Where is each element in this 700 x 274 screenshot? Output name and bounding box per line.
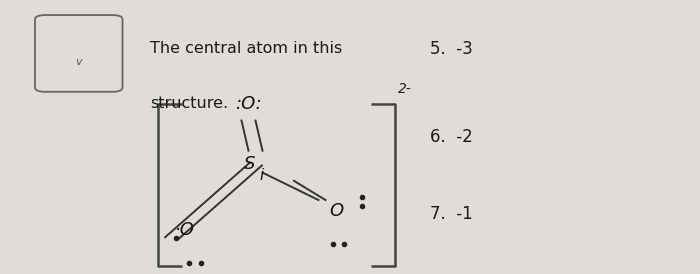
Text: structure.: structure. bbox=[150, 96, 229, 111]
Text: The central atom in this: The central atom in this bbox=[150, 41, 343, 56]
Text: 5.  -3: 5. -3 bbox=[430, 40, 473, 58]
Text: 7.  -1: 7. -1 bbox=[430, 205, 473, 223]
FancyBboxPatch shape bbox=[35, 15, 122, 92]
Text: S: S bbox=[244, 155, 256, 173]
Text: O: O bbox=[329, 202, 343, 220]
Text: ·O: ·O bbox=[175, 221, 195, 239]
Text: v: v bbox=[76, 57, 82, 67]
Text: i: i bbox=[259, 168, 263, 183]
Text: :O:: :O: bbox=[235, 95, 262, 113]
Text: 2-: 2- bbox=[398, 82, 412, 96]
Text: 6.  -2: 6. -2 bbox=[430, 128, 473, 146]
